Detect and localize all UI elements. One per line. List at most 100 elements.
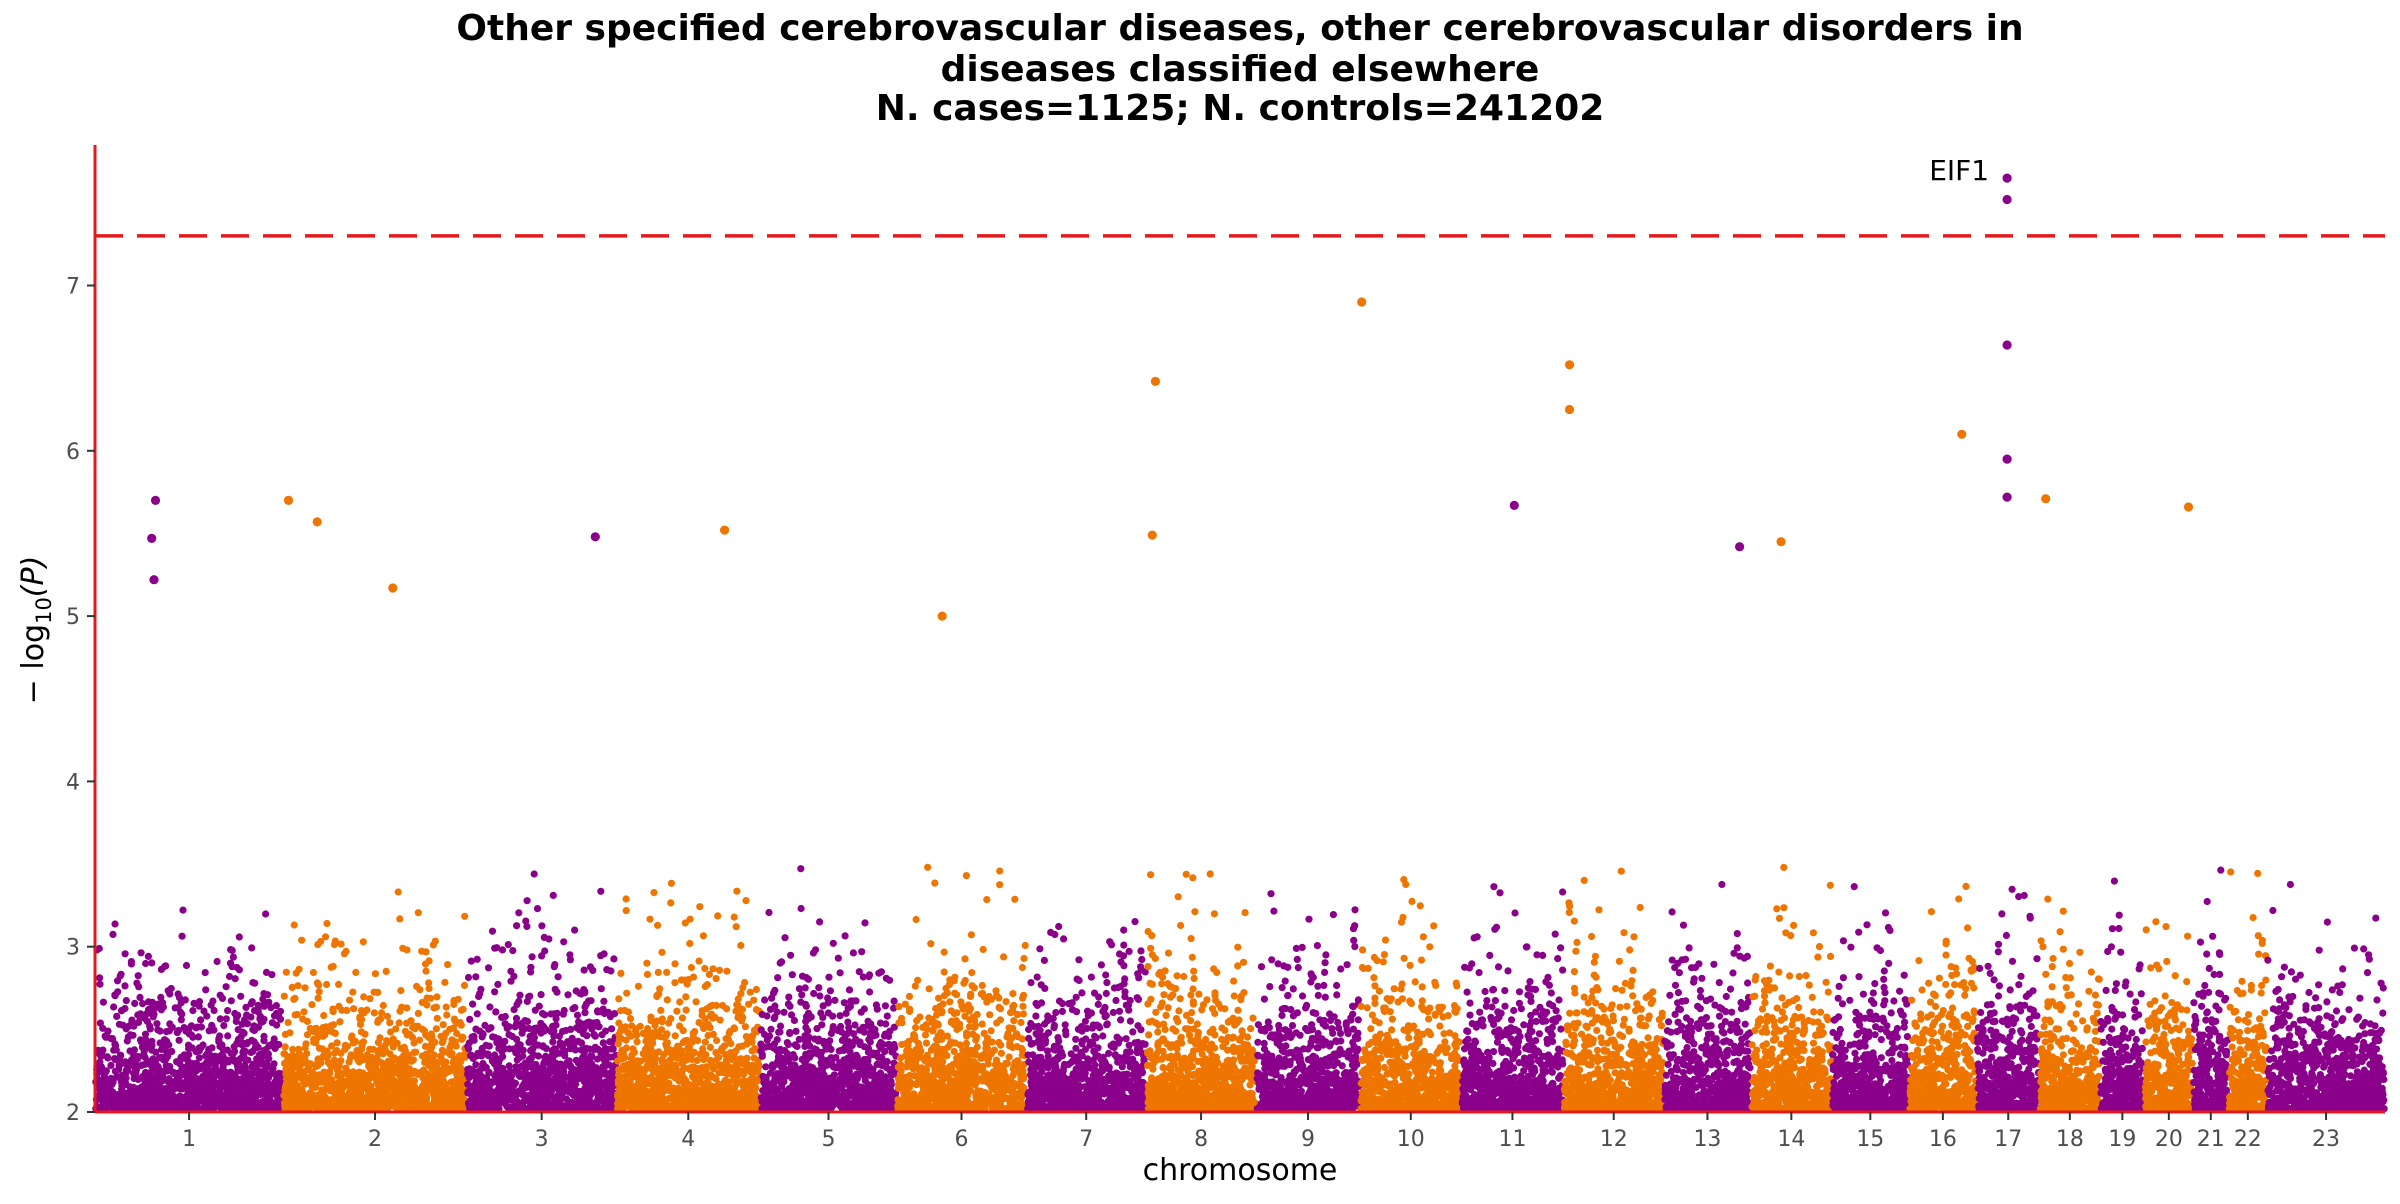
snp-point [679, 1052, 687, 1060]
snp-point [699, 932, 708, 940]
snp-point [559, 1010, 567, 1018]
snp-point [173, 1029, 181, 1037]
snp-point [521, 1059, 529, 1067]
snp-point [708, 1082, 717, 1090]
snp-point [678, 1070, 686, 1078]
snp-point [269, 1084, 277, 1092]
snp-point [551, 1103, 560, 1111]
snp-point [699, 1045, 707, 1053]
snp-point [197, 1016, 205, 1024]
snp-point [451, 1016, 459, 1025]
snp-point [248, 1036, 256, 1044]
snp-point [559, 1040, 568, 1049]
snp-point [672, 1054, 680, 1062]
snp-point [340, 950, 348, 958]
snp-point [614, 1057, 622, 1065]
snp-point [601, 1048, 609, 1056]
snp-point [360, 993, 368, 1001]
snp-point [609, 1045, 617, 1053]
snp-point [604, 1008, 613, 1017]
snp-point [667, 1060, 676, 1068]
snp-point [401, 1027, 409, 1035]
snp-point [396, 915, 404, 923]
snp-point [712, 1075, 720, 1083]
snp-point [260, 1002, 268, 1010]
snp-point [291, 1011, 299, 1019]
snp-point [643, 959, 651, 967]
snp-point [622, 1036, 630, 1044]
snp-point [342, 1065, 350, 1073]
snp-point [695, 957, 703, 965]
snp-point [209, 1103, 217, 1111]
snp-point [700, 1088, 709, 1096]
snp-point [142, 959, 150, 968]
snp-point [624, 1008, 633, 1016]
snp-point [122, 1092, 130, 1100]
snp-point [767, 1025, 775, 1033]
snp-point [386, 1050, 394, 1058]
snp-point [464, 973, 473, 982]
snp-point [365, 1087, 373, 1095]
snp-point [650, 889, 658, 897]
snp-point [103, 1031, 111, 1040]
snp-point [713, 1036, 721, 1045]
snp-point [290, 1072, 298, 1080]
snp-point [345, 1058, 353, 1066]
snp-point [692, 998, 700, 1006]
snp-point [254, 1057, 262, 1065]
snp-point [425, 984, 433, 993]
snp-point [223, 1085, 231, 1093]
snp-point [549, 1038, 557, 1046]
snp-point [465, 1074, 473, 1082]
snp-point [134, 1011, 142, 1019]
snp-point [580, 966, 588, 974]
snp-point [511, 1079, 519, 1087]
snp-point [115, 1020, 123, 1028]
snp-point [521, 1093, 529, 1101]
snp-point [738, 1005, 747, 1013]
snp-point [600, 997, 608, 1005]
snp-point [738, 1017, 746, 1025]
snp-point [713, 1055, 721, 1064]
snp-point [248, 944, 256, 952]
snp-point [681, 919, 689, 927]
snp-point [748, 1061, 757, 1069]
snp-point [269, 1066, 277, 1074]
snp-point [168, 1023, 176, 1031]
snp-point [418, 1052, 426, 1060]
snp-point [663, 1030, 671, 1038]
snp-point [580, 986, 588, 994]
snp-point [112, 1042, 120, 1050]
snp-point [774, 974, 782, 982]
snp-point [389, 1043, 397, 1051]
snp-point [96, 974, 104, 982]
snp-point [306, 1100, 314, 1108]
snp-point [626, 1015, 635, 1023]
snp-point [577, 1046, 585, 1054]
snp-point [680, 1099, 688, 1107]
snp-point [693, 1104, 701, 1112]
snp-point [193, 1023, 201, 1031]
snp-point [439, 1021, 447, 1029]
snp-point [281, 1043, 289, 1051]
snp-point [781, 934, 789, 942]
snp-point [599, 1063, 607, 1071]
snp-point [641, 1045, 650, 1053]
snp-point [322, 933, 330, 941]
snp-point [566, 951, 574, 959]
snp-point [113, 977, 122, 985]
snp-point [658, 1018, 666, 1026]
snp-point [483, 1103, 491, 1111]
snp-point [139, 1000, 147, 1008]
snp-point [487, 1024, 495, 1032]
snp-point [697, 1094, 705, 1102]
snp-point [148, 1046, 156, 1054]
snp-point [495, 1035, 503, 1043]
snp-point [325, 1085, 334, 1093]
snp-point [189, 1083, 198, 1091]
snp-point [429, 941, 437, 949]
snp-point [633, 1038, 641, 1046]
snp-point [527, 968, 535, 976]
snp-point [515, 909, 523, 917]
snp-point [363, 1006, 371, 1014]
